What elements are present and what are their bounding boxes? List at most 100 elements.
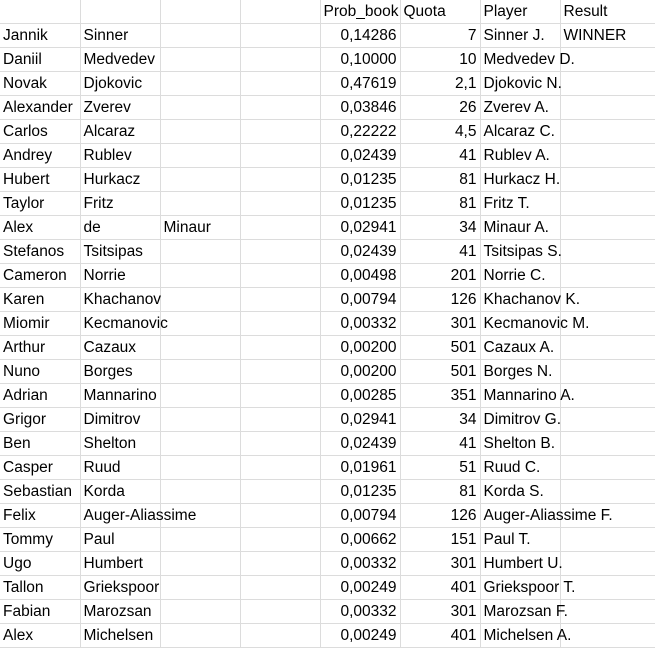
quota-cell[interactable]: 26 (400, 95, 481, 120)
first-name-cell[interactable]: Jannik (0, 23, 81, 48)
extra-name-cell[interactable] (160, 455, 241, 480)
cell[interactable] (0, 0, 81, 24)
player-cell[interactable]: Paul T. (480, 527, 561, 552)
prob-book-cell[interactable]: 0,00332 (320, 599, 401, 624)
prob-book-cell[interactable]: 0,00200 (320, 335, 401, 360)
extra-name-cell[interactable] (160, 335, 241, 360)
cell[interactable] (240, 167, 321, 192)
cell[interactable] (240, 215, 321, 240)
last-name-cell[interactable]: Griekspoor (80, 575, 161, 600)
cell[interactable] (240, 575, 321, 600)
cell[interactable] (240, 263, 321, 288)
last-name-cell[interactable]: Alcaraz (80, 119, 161, 144)
first-name-cell[interactable]: Hubert (0, 167, 81, 192)
player-cell[interactable]: Ruud C. (480, 455, 561, 480)
prob-book-cell[interactable]: 0,00249 (320, 623, 401, 648)
first-name-cell[interactable]: Adrian (0, 383, 81, 408)
result-cell[interactable] (560, 431, 655, 456)
prob-book-cell[interactable]: 0,00794 (320, 503, 401, 528)
cell[interactable] (240, 383, 321, 408)
last-name-cell[interactable]: Cazaux (80, 335, 161, 360)
last-name-cell[interactable]: Rublev (80, 143, 161, 168)
last-name-cell[interactable]: Ruud (80, 455, 161, 480)
last-name-cell[interactable]: Mannarino (80, 383, 161, 408)
quota-cell[interactable]: 301 (400, 551, 481, 576)
extra-name-cell[interactable] (160, 527, 241, 552)
first-name-cell[interactable]: Novak (0, 71, 81, 96)
quota-cell[interactable]: 41 (400, 239, 481, 264)
last-name-cell[interactable]: Khachanov (80, 287, 161, 312)
first-name-cell[interactable]: Ugo (0, 551, 81, 576)
player-cell[interactable]: Hurkacz H. (480, 167, 561, 192)
first-name-cell[interactable]: Alex (0, 215, 81, 240)
result-cell[interactable] (560, 551, 655, 576)
extra-name-cell[interactable] (160, 599, 241, 624)
extra-name-cell[interactable]: Minaur (160, 215, 241, 240)
cell[interactable] (240, 95, 321, 120)
cell[interactable] (240, 71, 321, 96)
cell[interactable] (240, 143, 321, 168)
prob-book-cell[interactable]: 0,02439 (320, 143, 401, 168)
first-name-cell[interactable]: Andrey (0, 143, 81, 168)
result-cell[interactable] (560, 311, 655, 336)
extra-name-cell[interactable] (160, 575, 241, 600)
prob-book-cell[interactable]: 0,00285 (320, 383, 401, 408)
quota-cell[interactable]: 81 (400, 191, 481, 216)
player-cell[interactable]: Alcaraz C. (480, 119, 561, 144)
cell[interactable] (240, 239, 321, 264)
last-name-cell[interactable]: Humbert (80, 551, 161, 576)
first-name-cell[interactable]: Sebastian (0, 479, 81, 504)
quota-cell[interactable]: 126 (400, 503, 481, 528)
last-name-cell[interactable]: Medvedev (80, 47, 161, 72)
quota-cell[interactable]: 401 (400, 575, 481, 600)
extra-name-cell[interactable] (160, 263, 241, 288)
last-name-cell[interactable]: Tsitsipas (80, 239, 161, 264)
last-name-cell[interactable]: Marozsan (80, 599, 161, 624)
quota-cell[interactable]: 41 (400, 431, 481, 456)
extra-name-cell[interactable] (160, 71, 241, 96)
quota-cell[interactable]: 81 (400, 479, 481, 504)
extra-name-cell[interactable] (160, 479, 241, 504)
last-name-cell[interactable]: Norrie (80, 263, 161, 288)
prob-book-cell[interactable]: 0,03846 (320, 95, 401, 120)
player-cell[interactable]: Korda S. (480, 479, 561, 504)
first-name-cell[interactable]: Alexander (0, 95, 81, 120)
cell[interactable] (240, 47, 321, 72)
quota-cell[interactable]: 51 (400, 455, 481, 480)
result-cell[interactable] (560, 479, 655, 504)
cell[interactable] (240, 623, 321, 648)
result-cell[interactable] (560, 623, 655, 648)
last-name-cell[interactable]: Hurkacz (80, 167, 161, 192)
player-cell[interactable]: Sinner J. (480, 23, 561, 48)
prob-book-cell[interactable]: 0,00662 (320, 527, 401, 552)
header-result[interactable]: Result (560, 0, 655, 24)
extra-name-cell[interactable] (160, 239, 241, 264)
prob-book-cell[interactable]: 0,01235 (320, 479, 401, 504)
quota-cell[interactable]: 201 (400, 263, 481, 288)
cell[interactable] (240, 431, 321, 456)
player-cell[interactable]: Tsitsipas S. (480, 239, 562, 264)
result-cell[interactable]: WINNER (560, 23, 655, 48)
extra-name-cell[interactable] (160, 311, 241, 336)
last-name-cell[interactable]: Sinner (80, 23, 161, 48)
prob-book-cell[interactable]: 0,02941 (320, 215, 401, 240)
first-name-cell[interactable]: Karen (0, 287, 81, 312)
cell[interactable] (240, 23, 321, 48)
prob-book-cell[interactable]: 0,00249 (320, 575, 401, 600)
first-name-cell[interactable]: Tommy (0, 527, 81, 552)
first-name-cell[interactable]: Arthur (0, 335, 81, 360)
prob-book-cell[interactable]: 0,00332 (320, 551, 401, 576)
player-cell[interactable]: Djokovic N. (480, 71, 562, 96)
prob-book-cell[interactable]: 0,02439 (320, 431, 401, 456)
cell[interactable] (240, 551, 321, 576)
extra-name-cell[interactable] (160, 383, 241, 408)
last-name-cell[interactable]: Korda (80, 479, 161, 504)
extra-name-cell[interactable] (160, 167, 241, 192)
quota-cell[interactable]: 4,5 (400, 119, 481, 144)
first-name-cell[interactable]: Taylor (0, 191, 81, 216)
result-cell[interactable] (560, 143, 655, 168)
extra-name-cell[interactable] (160, 503, 241, 528)
last-name-cell[interactable]: Fritz (80, 191, 161, 216)
cell[interactable] (160, 0, 241, 24)
cell[interactable] (240, 455, 321, 480)
